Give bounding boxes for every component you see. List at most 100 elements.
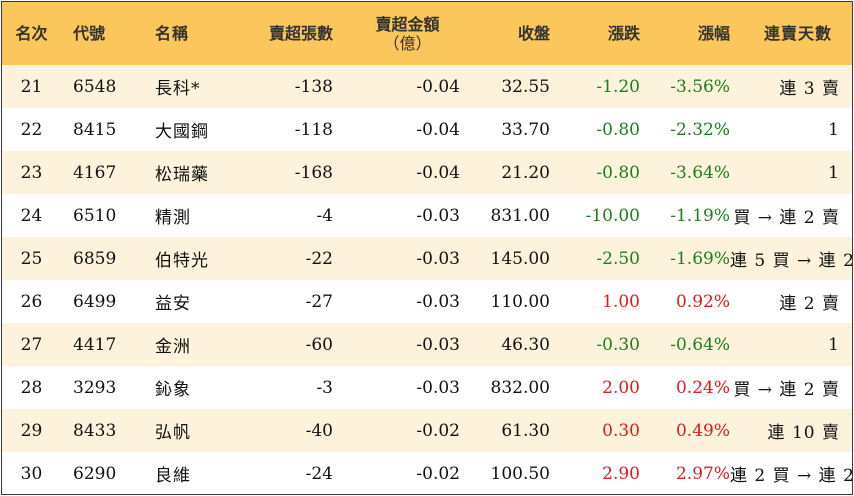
header-pct-change: 漲幅	[697, 24, 730, 43]
cell-code: 6859	[73, 248, 117, 269]
cell-code: 6290	[73, 463, 117, 484]
cell-net-sell-lots: -27	[305, 291, 333, 312]
cell-rank: 22	[20, 119, 43, 140]
cell-pct-change: -2.32%	[670, 119, 730, 140]
cell-pct-change: 2.97%	[675, 463, 730, 484]
table-row: 30 6290 良維 -24 -0.02 100.50 2.90 2.97% 連 2 買 → 連…	[2, 452, 852, 494]
cell-close: 832.00	[490, 377, 550, 398]
header-net-sell-amount-unit: （億）	[383, 33, 432, 53]
cell-name: 伯特光	[155, 251, 209, 271]
cell-streak: 買 → 連 2 賣	[733, 380, 840, 400]
cell-net-sell-amount: -0.03	[416, 334, 460, 355]
cell-close: 61.30	[501, 420, 550, 441]
header-name: 名稱	[155, 24, 190, 43]
cell-net-sell-lots: -138	[294, 76, 333, 97]
cell-pct-change: 0.92%	[675, 291, 730, 312]
cell-name: 良維	[155, 466, 191, 486]
cell-close: 145.00	[490, 248, 550, 269]
cell-close: 831.00	[490, 205, 550, 226]
cell-streak: 連 3 賣	[779, 79, 840, 99]
cell-net-sell-lots: -22	[305, 248, 333, 269]
cell-streak: 1	[828, 119, 840, 140]
cell-name: 精測	[155, 208, 191, 228]
cell-code: 8433	[73, 420, 117, 441]
cell-net-sell-lots: -168	[294, 162, 333, 183]
cell-net-sell-amount: -0.04	[416, 76, 460, 97]
cell-net-sell-lots: -24	[305, 463, 333, 484]
header-row: 名次 代號 名稱 賣超張數 賣超金額 （億） 收盤 漲跌 漲幅 連賣天數	[2, 2, 852, 65]
cell-code: 4417	[73, 334, 117, 355]
cell-rank: 23	[20, 162, 43, 183]
table-row: 22 8415 大國鋼 -118 -0.04 33.70 -0.80 -2.32% 1	[2, 108, 852, 151]
cell-code: 6499	[73, 291, 117, 312]
cell-net-sell-amount: -0.03	[416, 377, 460, 398]
cell-rank: 25	[20, 248, 43, 269]
cell-code: 8415	[73, 119, 117, 140]
cell-change: -1.20	[596, 76, 640, 97]
table-row: 23 4167 松瑞藥 -168 -0.04 21.20 -0.80 -3.64% 1	[2, 151, 852, 194]
table-row: 21 6548 長科* -138 -0.04 32.55 -1.20 -3.56% 連 3 賣	[2, 65, 852, 108]
cell-pct-change: -0.64%	[670, 334, 730, 355]
cell-pct-change: 0.24%	[675, 377, 730, 398]
cell-rank: 29	[20, 420, 43, 441]
cell-net-sell-lots: -40	[305, 420, 333, 441]
cell-close: 100.50	[490, 463, 550, 484]
cell-streak: 買 → 連 2 賣	[733, 208, 840, 228]
cell-close: 21.20	[501, 162, 550, 183]
cell-name: 大國鋼	[155, 122, 209, 142]
table-row: 25 6859 伯特光 -22 -0.03 145.00 -2.50 -1.69% 連 5 買 …	[2, 237, 852, 280]
header-code: 代號	[73, 24, 106, 43]
cell-net-sell-amount: -0.04	[416, 162, 460, 183]
cell-change: -0.80	[596, 162, 640, 183]
header-streak: 連賣天數	[763, 24, 832, 43]
table-row: 24 6510 精測 -4 -0.03 831.00 -10.00 -1.19% 買 → 連 2…	[2, 194, 852, 237]
cell-name: 松瑞藥	[155, 165, 209, 185]
cell-name: 益安	[155, 294, 191, 314]
cell-code: 3293	[73, 377, 117, 398]
cell-close: 46.30	[501, 334, 550, 355]
cell-rank: 30	[20, 463, 43, 484]
cell-rank: 27	[20, 334, 43, 355]
cell-net-sell-lots: -118	[294, 119, 333, 140]
cell-streak: 1	[828, 162, 840, 183]
cell-change: -0.30	[596, 334, 640, 355]
cell-change: 0.30	[602, 420, 640, 441]
cell-pct-change: 0.49%	[675, 420, 730, 441]
cell-net-sell-amount: -0.02	[416, 420, 460, 441]
header-change: 漲跌	[607, 24, 640, 43]
cell-streak: 連 10 賣	[767, 423, 840, 443]
cell-pct-change: -1.69%	[670, 248, 730, 269]
cell-name: 金洲	[155, 337, 191, 357]
cell-name: 長科*	[155, 79, 201, 99]
cell-net-sell-lots: -3	[316, 377, 333, 398]
cell-rank: 26	[20, 291, 43, 312]
cell-close: 33.70	[501, 119, 550, 140]
cell-change: -10.00	[585, 205, 640, 226]
cell-change: 1.00	[602, 291, 640, 312]
cell-change: -0.80	[596, 119, 640, 140]
cell-close: 110.00	[490, 291, 550, 312]
table-row: 27 4417 金洲 -60 -0.03 46.30 -0.30 -0.64% 1	[2, 323, 852, 366]
cell-change: -2.50	[596, 248, 640, 269]
header-rank: 名次	[15, 24, 48, 43]
cell-change: 2.00	[602, 377, 640, 398]
cell-code: 4167	[73, 162, 117, 183]
cell-pct-change: -1.19%	[670, 205, 730, 226]
header-net-sell-amount-label: 賣超金額	[375, 14, 440, 34]
cell-streak: 連 2 賣	[779, 294, 840, 314]
cell-rank: 28	[20, 377, 43, 398]
table-header: 名次 代號 名稱 賣超張數 賣超金額 （億） 收盤 漲跌 漲幅 連賣天數	[2, 2, 852, 65]
cell-net-sell-amount: -0.03	[416, 291, 460, 312]
cell-net-sell-amount: -0.03	[416, 248, 460, 269]
table-row: 26 6499 益安 -27 -0.03 110.00 1.00 0.92% 連 2 賣	[2, 280, 852, 323]
cell-name: 鈊象	[155, 380, 191, 400]
cell-streak: 連 2 買 → 連 2 賣	[730, 466, 852, 486]
cell-pct-change: -3.56%	[670, 76, 730, 97]
cell-name: 弘帆	[155, 423, 191, 443]
cell-rank: 24	[20, 205, 43, 226]
table-row: 28 3293 鈊象 -3 -0.03 832.00 2.00 0.24% 買 → 連 2 賣	[2, 366, 852, 409]
header-close: 收盤	[517, 24, 550, 43]
cell-change: 2.90	[602, 463, 640, 484]
cell-rank: 21	[20, 76, 43, 97]
